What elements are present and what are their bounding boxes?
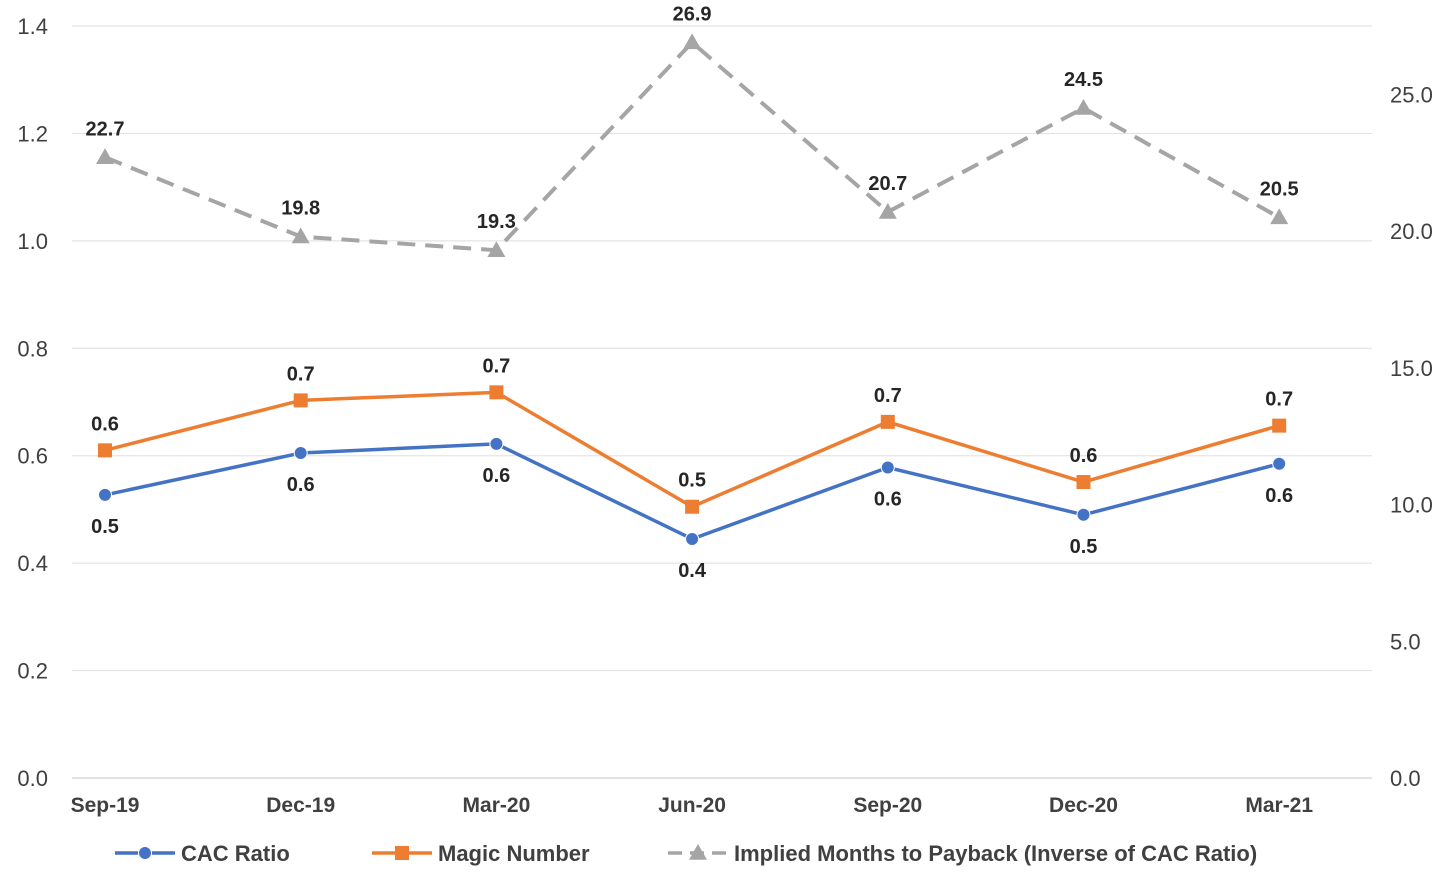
left-y-tick-label: 0.2 xyxy=(17,659,48,684)
data-point-magic-number xyxy=(489,385,504,400)
legend-swatch-marker xyxy=(395,846,409,860)
data-point-magic-number xyxy=(1076,475,1091,490)
data-point-magic-number xyxy=(685,499,700,514)
data-label-implied-months-to-payback-inverse-of-cac-ratio: 26.9 xyxy=(673,3,712,25)
data-label-implied-months-to-payback-inverse-of-cac-ratio: 19.8 xyxy=(281,198,320,220)
data-point-implied-months-to-payback-inverse-of-cac-ratio xyxy=(683,33,702,50)
x-tick-label: Jun-20 xyxy=(658,794,726,817)
data-label-magic-number: 0.7 xyxy=(482,355,510,377)
data-point-magic-number xyxy=(1272,418,1287,433)
data-label-magic-number: 0.7 xyxy=(287,363,315,385)
data-labels: 0.5 0.6 0.6 0.4 0.6 0.5 0.6 0.6 0.7 0.7 0.5 0.7 0.6 0… xyxy=(86,3,1299,582)
x-tick-label: Mar-20 xyxy=(463,794,531,817)
x-tick-label: Sep-20 xyxy=(853,794,922,817)
data-label-cac-ratio: 0.5 xyxy=(91,516,119,538)
data-point-magic-number xyxy=(98,443,112,458)
x-tick-label: Sep-19 xyxy=(71,794,140,817)
data-label-implied-months-to-payback-inverse-of-cac-ratio: 24.5 xyxy=(1064,69,1103,91)
data-label-magic-number: 0.7 xyxy=(874,385,902,407)
data-label-implied-months-to-payback-inverse-of-cac-ratio: 19.3 xyxy=(477,211,516,233)
right-y-tick-label: 5.0 xyxy=(1390,629,1421,654)
data-label-implied-months-to-payback-inverse-of-cac-ratio: 20.7 xyxy=(868,173,907,195)
legend-swatch-marker xyxy=(138,846,152,860)
legend-swatch-marker xyxy=(689,844,707,860)
gridlines xyxy=(72,25,1372,779)
left-y-tick-label: 0.8 xyxy=(17,336,48,361)
data-point-implied-months-to-payback-inverse-of-cac-ratio xyxy=(96,148,114,165)
legend-item-implied-months-to-payback-inverse-of-cac-ratio: Implied Months to Payback (Inverse of CA… xyxy=(668,841,1257,866)
data-label-cac-ratio: 0.6 xyxy=(1265,485,1293,507)
legend-label: Implied Months to Payback (Inverse of CA… xyxy=(734,841,1257,866)
left-y-tick-label: 1.2 xyxy=(17,121,48,146)
right-y-tick-label: 10.0 xyxy=(1390,493,1433,518)
left-y-tick-label: 0.6 xyxy=(17,444,48,469)
data-label-cac-ratio: 0.6 xyxy=(482,465,510,487)
data-point-implied-months-to-payback-inverse-of-cac-ratio xyxy=(291,227,310,244)
data-point-magic-number xyxy=(293,393,308,408)
data-point-implied-months-to-payback-inverse-of-cac-ratio xyxy=(487,241,506,257)
legend-item-magic-number: Magic Number xyxy=(372,841,590,866)
data-label-magic-number: 0.7 xyxy=(1265,389,1293,411)
data-label-cac-ratio: 0.6 xyxy=(287,474,315,496)
data-label-implied-months-to-payback-inverse-of-cac-ratio: 22.7 xyxy=(86,118,125,140)
left-y-tick-label: 0.0 xyxy=(17,766,48,791)
data-label-cac-ratio: 0.4 xyxy=(678,560,707,582)
x-axis: Sep-19 Dec-19 Mar-20 Jun-20 Sep-20 Dec-20 Mar-… xyxy=(71,794,1314,817)
data-point-magic-number xyxy=(880,414,895,429)
left-y-tick-label: 0.4 xyxy=(17,551,48,576)
data-point-cac-ratio xyxy=(489,436,504,451)
data-point-cac-ratio xyxy=(293,446,308,461)
legend: CAC Ratio Magic Number Implied Months to P… xyxy=(115,841,1257,866)
right-y-tick-label: 25.0 xyxy=(1390,82,1433,107)
data-point-cac-ratio xyxy=(98,487,112,502)
left-y-tick-label: 1.4 xyxy=(17,14,48,39)
legend-label: CAC Ratio xyxy=(181,841,290,866)
right-y-tick-label: 20.0 xyxy=(1390,219,1433,244)
series-cac-ratio xyxy=(98,436,1287,546)
right-y-axis: 0.0 5.0 10.0 15.0 20.0 25.0 xyxy=(1390,82,1433,791)
x-tick-label: Dec-19 xyxy=(266,794,335,817)
data-label-magic-number: 0.5 xyxy=(678,470,706,492)
data-point-implied-months-to-payback-inverse-of-cac-ratio xyxy=(1074,99,1093,115)
data-label-cac-ratio: 0.5 xyxy=(1070,536,1098,558)
right-y-tick-label: 15.0 xyxy=(1390,356,1433,381)
data-label-magic-number: 0.6 xyxy=(1070,445,1098,467)
data-point-cac-ratio xyxy=(685,531,700,546)
data-label-implied-months-to-payback-inverse-of-cac-ratio: 20.5 xyxy=(1260,178,1299,200)
x-tick-label: Mar-21 xyxy=(1245,794,1313,817)
series-magic-number xyxy=(98,385,1287,514)
legend-item-cac-ratio: CAC Ratio xyxy=(115,841,290,866)
data-label-cac-ratio: 0.6 xyxy=(874,489,902,511)
series xyxy=(96,33,1289,546)
data-point-implied-months-to-payback-inverse-of-cac-ratio xyxy=(1270,208,1289,225)
data-point-cac-ratio xyxy=(880,460,895,475)
right-y-tick-label: 0.0 xyxy=(1390,766,1421,791)
data-label-magic-number: 0.6 xyxy=(91,413,119,435)
data-point-cac-ratio xyxy=(1076,507,1091,522)
x-tick-label: Dec-20 xyxy=(1049,794,1118,817)
left-y-axis: 0.0 0.2 0.4 0.6 0.8 1.0 1.2 1.4 xyxy=(17,14,48,791)
legend-label: Magic Number xyxy=(438,841,590,866)
series-implied-months-to-payback-inverse-of-cac-ratio xyxy=(96,33,1289,257)
left-y-tick-label: 1.0 xyxy=(17,229,48,254)
data-point-implied-months-to-payback-inverse-of-cac-ratio xyxy=(878,202,897,219)
data-point-cac-ratio xyxy=(1272,456,1287,471)
